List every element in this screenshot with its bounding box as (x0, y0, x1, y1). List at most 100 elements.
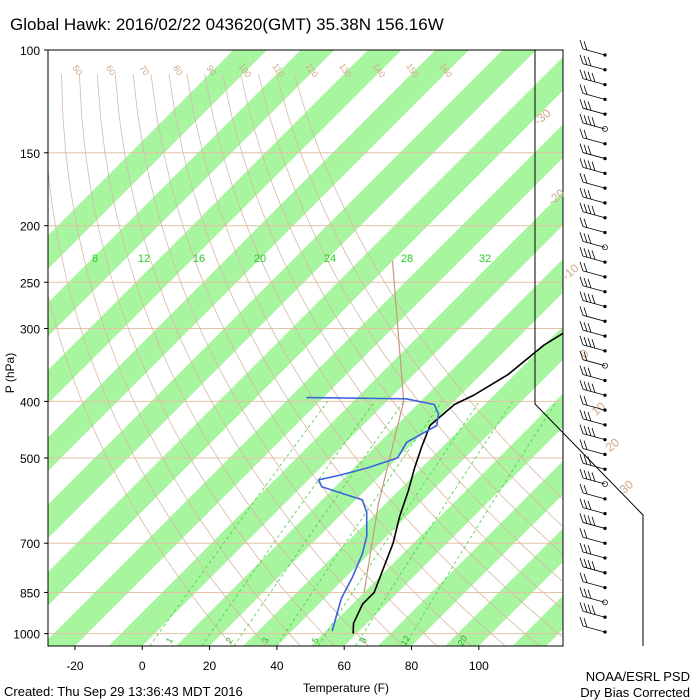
wind-barb-flag (579, 187, 584, 198)
wind-barb-staff (582, 374, 606, 381)
wind-barb-flag (579, 587, 584, 597)
wind-barb-flag (583, 85, 588, 95)
wind-barb-flag (583, 188, 588, 199)
mixing-ratio-label: 8 (358, 636, 369, 645)
wind-barb-staff (582, 226, 606, 233)
wind-barb-flag (583, 351, 588, 361)
plot-frame (47, 49, 564, 647)
x-tick-label: 40 (270, 659, 284, 673)
wind-barb-flag (579, 424, 584, 434)
wind-barb-flag (587, 204, 592, 215)
dry-adiabat (96, 74, 370, 646)
wind-barb-flag (587, 382, 592, 392)
wind-barb-staff (582, 418, 606, 426)
wind-barb-flag (583, 322, 588, 332)
wind-barb-flag (583, 262, 588, 273)
wind-barb-flag (579, 335, 584, 346)
dry-adiabat (150, 74, 472, 646)
wind-barb-flag (583, 40, 588, 51)
dry-adiabat (186, 74, 540, 646)
credit-line-2: Dry Bias Corrected (580, 685, 690, 700)
y-tick-label: 400 (20, 395, 40, 409)
mixing-ratio-label: 20 (456, 634, 470, 648)
wind-barb-flag (591, 427, 596, 438)
wind-barb-flag (587, 234, 592, 244)
wind-barb-flag (579, 202, 584, 212)
adiabat-label: 80 (171, 63, 185, 77)
wind-barb-flag (579, 99, 584, 109)
wind-barb-staff (582, 92, 606, 100)
dry-adiabat (48, 166, 267, 646)
wind-barb-flag (583, 129, 588, 139)
dry-adiabat (132, 74, 438, 646)
wind-barb-flag (579, 173, 584, 183)
wind-barb-flag (579, 380, 584, 390)
wind-barb-flag (579, 247, 584, 257)
mixing-ratio-label: 5 (310, 636, 321, 645)
wind-barb-flag (591, 161, 596, 171)
wind-barb-flag (579, 39, 584, 50)
wind-barb-flag (587, 500, 592, 510)
wind-barb-flag (583, 573, 588, 583)
wind-barb-flag (583, 543, 588, 554)
isotherm-band (48, 50, 335, 337)
band-label: 32 (479, 253, 491, 265)
wind-barb-flag (579, 572, 584, 582)
wind-barb-flag (583, 277, 588, 287)
wind-barb-flag (583, 144, 588, 154)
y-tick-label: 300 (20, 322, 40, 336)
dry-adiabat (79, 74, 335, 646)
wind-barb-station (602, 481, 608, 487)
wind-barb-flag (579, 158, 584, 168)
x-axis-label: Temperature (F) (303, 681, 389, 695)
wind-barb-flag (587, 604, 592, 614)
dry-adiabat (293, 74, 563, 500)
wind-barb-flag (591, 560, 596, 571)
wind-barb-flag (579, 217, 584, 227)
wind-barb-flag (579, 232, 584, 242)
isotherm-band (48, 50, 469, 471)
dry-adiabat (48, 293, 233, 646)
dry-adiabat (258, 74, 563, 555)
wind-barb-flag (579, 409, 584, 419)
wind-barb-flag (587, 190, 592, 200)
isotherm-band (48, 50, 537, 539)
wind-barb-flag (587, 116, 592, 126)
wind-barb-flag (583, 174, 588, 184)
wind-barb-staff (582, 507, 606, 515)
adiabat-label: 60 (104, 63, 118, 77)
wind-barb-flag (587, 426, 592, 436)
mixing-ratio-line (233, 401, 405, 646)
wind-barb-flag (587, 278, 592, 289)
wind-barb-flag (583, 499, 588, 509)
wind-barb-flag (583, 218, 588, 228)
wind-barb-flag (583, 529, 588, 539)
mixing-ratio-line (355, 401, 514, 646)
wind-barb-flag (591, 294, 596, 304)
wind-barb-staff (582, 285, 606, 293)
wind-barb-flag (583, 455, 588, 465)
dry-adiabat (275, 74, 563, 528)
wind-barb-flag (587, 411, 592, 422)
y-tick-label: 250 (20, 276, 40, 290)
x-tick-label: 60 (338, 659, 352, 673)
wind-barb-flag (579, 602, 584, 612)
wind-barb-flag (583, 410, 588, 421)
wind-barb-flag (579, 616, 584, 627)
wind-barb-flag (579, 365, 584, 375)
wind-barb-staff (582, 625, 606, 633)
y-tick-label: 850 (20, 586, 40, 600)
wind-barb-flag (591, 605, 596, 615)
wind-barb-flag (591, 383, 596, 393)
wind-barb-station (602, 244, 608, 251)
wind-barb-staff (582, 329, 606, 337)
x-tick-label: 80 (405, 659, 419, 673)
wind-barb-flag (583, 484, 588, 495)
wind-barb-staff (582, 48, 606, 56)
wind-barb-flag (587, 559, 592, 570)
wind-barb-staff (582, 240, 606, 248)
wind-barb-flag (579, 454, 584, 464)
wind-barb-flag (587, 337, 592, 348)
y-tick-label: 200 (20, 220, 40, 234)
wind-barb-flag (583, 396, 588, 406)
